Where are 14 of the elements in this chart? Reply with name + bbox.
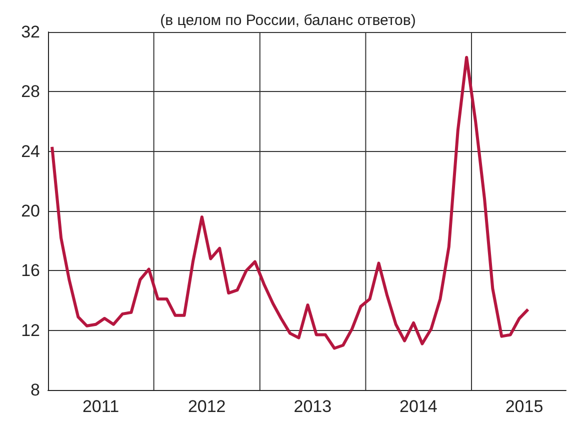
chart-subtitle: (в целом по России, баланс ответов) <box>160 12 416 29</box>
y-tick-label: 32 <box>21 22 40 42</box>
x-tick-label: 2015 <box>505 397 544 416</box>
line-series <box>50 56 530 350</box>
x-tick-label: 2011 <box>82 397 120 416</box>
y-tick-label: 12 <box>21 320 40 340</box>
x-tick-label: 2013 <box>294 397 332 416</box>
y-tick-label: 28 <box>21 82 40 102</box>
x-tick-label: 2012 <box>188 397 226 416</box>
x-tick-label: 2014 <box>400 397 438 416</box>
y-tick-label: 20 <box>21 202 40 220</box>
y-tick-label: 16 <box>21 261 40 280</box>
y-tick-label: 24 <box>21 142 40 161</box>
y-tick-label: 8 <box>30 380 40 400</box>
